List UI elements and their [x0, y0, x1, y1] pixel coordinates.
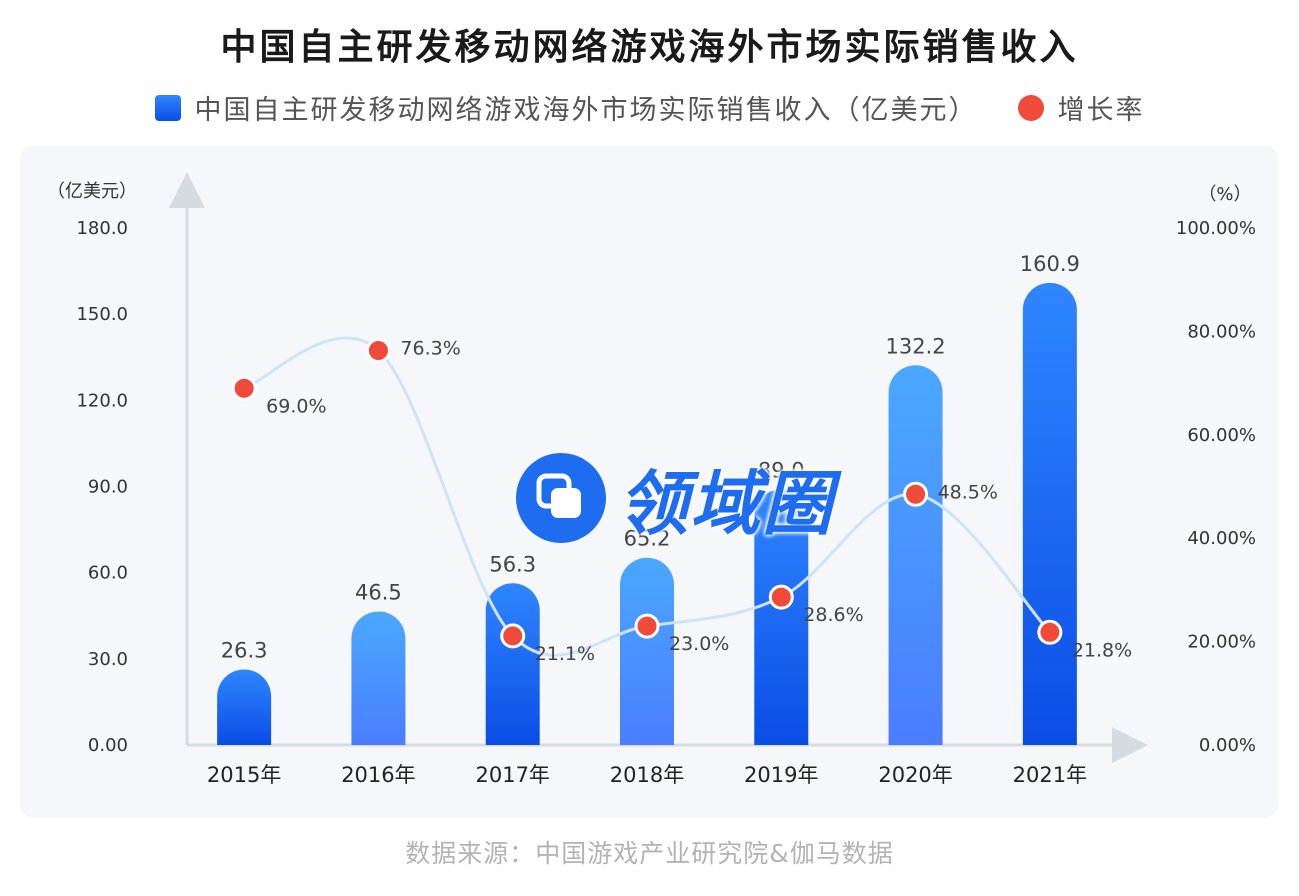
chart-title: 中国自主研发移动网络游戏海外市场实际销售收入 — [220, 27, 1079, 68]
y-left-tick-label: 30.0 — [88, 649, 128, 670]
bars-group — [217, 282, 1077, 745]
source-note: 数据来源：中国游戏产业研究院&伽马数据 — [405, 839, 894, 868]
y-right-tick-label: 20.00% — [1187, 632, 1256, 653]
growth-value-label: 69.0% — [266, 395, 326, 417]
bar[interactable] — [351, 611, 406, 745]
growth-value-label: 48.5% — [938, 481, 998, 503]
bar-value-label: 160.9 — [1020, 252, 1080, 276]
x-tick-label: 2018年 — [610, 763, 684, 787]
y-right-tick-label: 100.00% — [1176, 218, 1256, 239]
growth-value-label: 23.0% — [669, 633, 729, 655]
y-right-tick-label: 80.00% — [1187, 321, 1256, 342]
bar[interactable] — [217, 669, 272, 745]
bar-value-label: 132.2 — [886, 334, 946, 358]
growth-point[interactable] — [634, 613, 660, 639]
x-tick-label: 2021年 — [1013, 763, 1087, 787]
bar-value-label: 56.3 — [489, 552, 536, 576]
legend-label-revenue: 中国自主研发移动网络游戏海外市场实际销售收入（亿美元） — [194, 95, 978, 126]
bar-value-label: 65.2 — [624, 527, 671, 551]
growth-point[interactable] — [903, 481, 929, 507]
y-left-unit: （亿美元） — [47, 181, 137, 202]
y-left-tick-label: 90.0 — [88, 477, 128, 498]
growth-point[interactable] — [365, 338, 391, 364]
growth-value-label: 21.8% — [1072, 639, 1132, 661]
legend-swatch-revenue — [154, 94, 181, 121]
growth-line-group — [231, 336, 1063, 657]
x-tick-label: 2017年 — [475, 763, 549, 787]
bar[interactable] — [1022, 282, 1077, 745]
growth-value-label: 21.1% — [535, 643, 595, 665]
bar[interactable] — [754, 489, 809, 745]
bar-value-label: 89.0 — [758, 458, 805, 482]
legend: 中国自主研发移动网络游戏海外市场实际销售收入（亿美元） 增长率 — [0, 88, 1299, 127]
bar[interactable] — [620, 557, 674, 745]
y-right-unit: （%） — [1198, 184, 1251, 205]
legend-label-growth: 增长率 — [1057, 95, 1145, 126]
bar[interactable] — [888, 365, 943, 745]
y-left-tick-label: 60.0 — [88, 563, 128, 584]
y-right-tick-label: 0.00% — [1199, 735, 1256, 756]
growth-value-label: 76.3% — [400, 338, 460, 360]
legend-item-growth[interactable]: 增长率 — [978, 88, 1145, 127]
x-tick-label: 2019年 — [744, 763, 818, 787]
bar[interactable] — [485, 583, 540, 745]
y-right-tick-label: 40.00% — [1187, 528, 1256, 549]
bar-value-label: 46.5 — [355, 580, 402, 604]
growth-point[interactable] — [1037, 619, 1063, 645]
labels-group: （亿美元） 0.00 30.0 60.0 90.0 120.0 150.0 180.0 （%） 0… — [47, 181, 1256, 787]
growth-point[interactable] — [231, 375, 257, 401]
legend-item-revenue[interactable]: 中国自主研发移动网络游戏海外市场实际销售收入（亿美元） — [154, 88, 978, 127]
legend-swatch-growth — [1017, 94, 1044, 121]
x-tick-label: 2020年 — [878, 763, 952, 787]
x-tick-label: 2016年 — [341, 763, 415, 787]
bar-value-label: 26.3 — [221, 638, 268, 662]
x-tick-label: 2015年 — [207, 763, 281, 787]
y-left-tick-label: 0.00 — [88, 735, 128, 756]
y-left-tick-label: 120.0 — [76, 390, 128, 411]
y-left-tick-label: 150.0 — [76, 304, 128, 325]
y-left-tick-label: 180.0 — [76, 218, 128, 239]
growth-point[interactable] — [500, 623, 526, 649]
growth-value-label: 28.6% — [803, 604, 863, 626]
growth-point[interactable] — [768, 584, 794, 610]
y-right-tick-label: 60.00% — [1187, 425, 1256, 446]
